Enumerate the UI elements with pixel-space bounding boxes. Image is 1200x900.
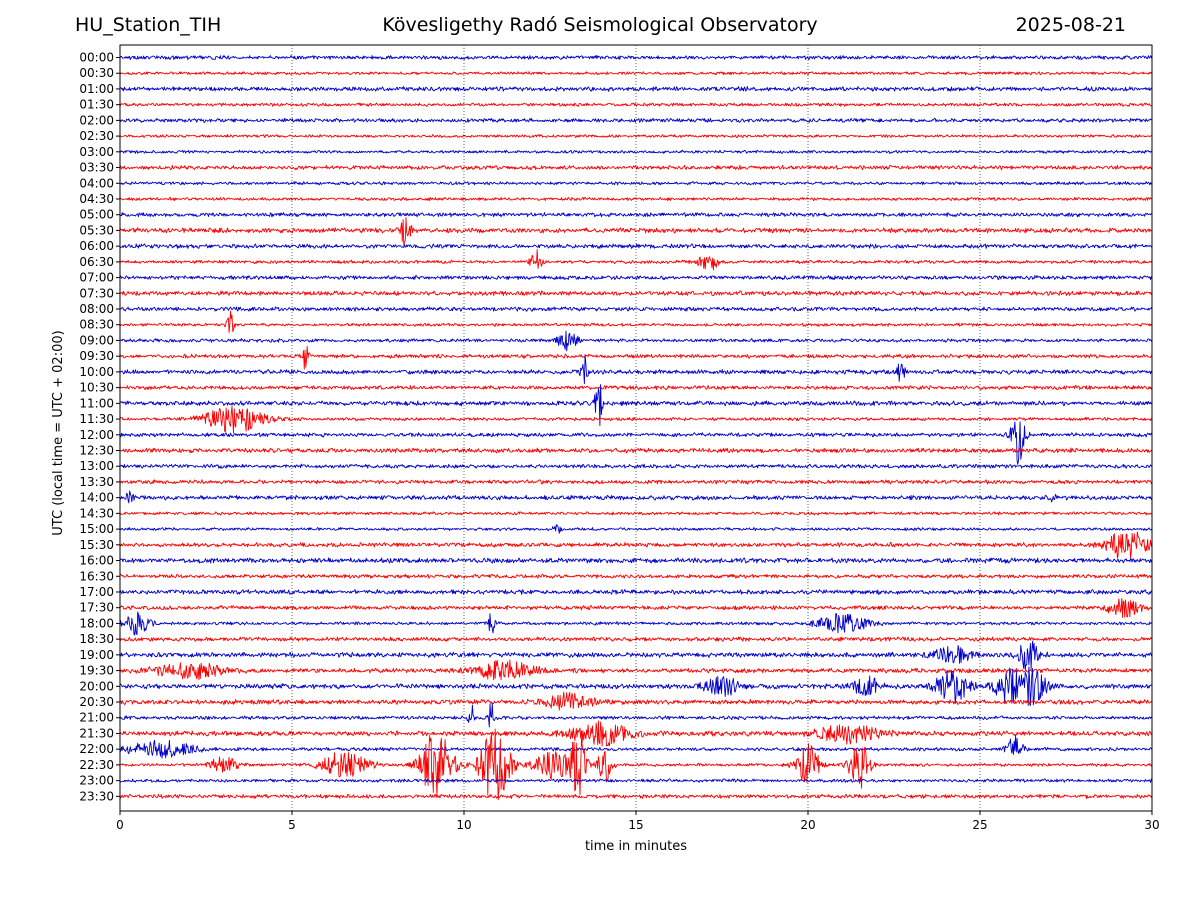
y-tick-label: 00:00 — [79, 51, 114, 65]
trace-1630 — [119, 573, 1153, 579]
y-tick-label: 13:00 — [79, 459, 114, 473]
y-tick-label: 09:30 — [79, 349, 114, 363]
trace-2030 — [119, 691, 1153, 711]
y-tick-label: 02:30 — [79, 129, 114, 143]
x-tick-label: 0 — [116, 818, 124, 832]
y-tick-label: 20:30 — [79, 695, 114, 709]
y-tick-label: 09:00 — [79, 333, 114, 347]
chart-date: 2025-08-21 — [1015, 14, 1126, 36]
y-tick-label: 13:30 — [79, 475, 114, 489]
y-tick-label: 19:00 — [79, 648, 114, 662]
trace-1000 — [119, 354, 1153, 385]
x-axis: 0 5 10 15 20 25 30 — [116, 811, 1160, 832]
y-tick-label: 10:30 — [79, 381, 114, 395]
x-axis-label: time in minutes — [585, 839, 687, 854]
y-tick-label: 03:30 — [79, 161, 114, 175]
y-tick-label: 17:00 — [79, 585, 114, 599]
trace-2330 — [119, 793, 1153, 799]
x-tick-label: 25 — [972, 818, 987, 832]
y-tick-label: 11:30 — [79, 412, 114, 426]
y-tick-label: 05:00 — [79, 208, 114, 222]
trace-2100 — [119, 702, 1153, 728]
y-tick-label: 21:00 — [79, 711, 114, 725]
trace-1300 — [119, 463, 1153, 469]
y-tick-label: 22:00 — [79, 742, 114, 756]
y-tick-label: 20:00 — [79, 679, 114, 693]
y-tick-label: 22:30 — [79, 758, 114, 772]
trace-1200 — [119, 421, 1153, 465]
trace-layer — [119, 55, 1153, 801]
grid-layer — [291, 45, 981, 811]
y-tick-label: 08:00 — [79, 302, 114, 316]
y-tick-label: 12:30 — [79, 444, 114, 458]
trace-1500 — [119, 524, 1153, 534]
y-tick-label: 16:00 — [79, 554, 114, 568]
trace-2000 — [119, 666, 1153, 706]
chart-title: Kövesligethy Radó Seismological Observat… — [382, 14, 818, 36]
y-tick-label: 12:00 — [79, 428, 114, 442]
x-tick-label: 15 — [628, 818, 643, 832]
y-tick-label: 01:00 — [79, 82, 114, 96]
y-tick-label: 07:30 — [79, 286, 114, 300]
trace-1330 — [119, 479, 1153, 485]
y-tick-label: 11:00 — [79, 396, 114, 410]
y-tick-label: 15:00 — [79, 522, 114, 536]
x-tick-label: 5 — [288, 818, 296, 832]
y-tick-label: 18:00 — [79, 616, 114, 630]
y-tick-label: 10:00 — [79, 365, 114, 379]
y-tick-label: 06:30 — [79, 255, 114, 269]
y-tick-label: 23:30 — [79, 789, 114, 803]
trace-0700 — [119, 275, 1153, 281]
y-tick-label: 19:30 — [79, 664, 114, 678]
y-tick-label: 04:30 — [79, 192, 114, 206]
y-tick-label: 02:00 — [79, 113, 114, 127]
y-axis-label: UTC (local time = UTC + 02:00) — [51, 330, 66, 535]
trace-0300 — [119, 149, 1153, 154]
x-tick-label: 20 — [800, 818, 815, 832]
trace-1700 — [119, 589, 1153, 595]
trace-2130 — [119, 720, 1153, 747]
y-tick-label: 21:30 — [79, 726, 114, 740]
y-tick-label: 15:30 — [79, 538, 114, 552]
y-tick-label: 08:30 — [79, 318, 114, 332]
x-tick-label: 10 — [456, 818, 471, 832]
y-tick-label: 23:00 — [79, 774, 114, 788]
y-tick-label: 07:00 — [79, 271, 114, 285]
y-tick-label: 14:00 — [79, 491, 114, 505]
y-tick-label: 03:00 — [79, 145, 114, 159]
y-tick-label: 05:30 — [79, 223, 114, 237]
trace-0900 — [119, 330, 1153, 352]
station-name: HU_Station_TIH — [75, 14, 222, 36]
trace-0230 — [119, 134, 1153, 139]
trace-1230 — [119, 447, 1153, 454]
y-tick-label: 14:30 — [79, 506, 114, 520]
x-tick-label: 30 — [1144, 818, 1159, 832]
y-tick-label: 16:30 — [79, 569, 114, 583]
y-tick-label: 18:30 — [79, 632, 114, 646]
trace-1730 — [119, 597, 1153, 618]
trace-1130 — [119, 405, 1153, 434]
trace-0600 — [119, 243, 1153, 249]
trace-1530 — [119, 531, 1153, 559]
y-tick-label: 04:00 — [79, 176, 114, 190]
trace-2200 — [119, 735, 1153, 759]
y-tick-label: 06:00 — [79, 239, 114, 253]
y-tick-label: 17:30 — [79, 601, 114, 615]
y-tick-label: 01:30 — [79, 98, 114, 112]
y-tick-label: 00:30 — [79, 66, 114, 80]
